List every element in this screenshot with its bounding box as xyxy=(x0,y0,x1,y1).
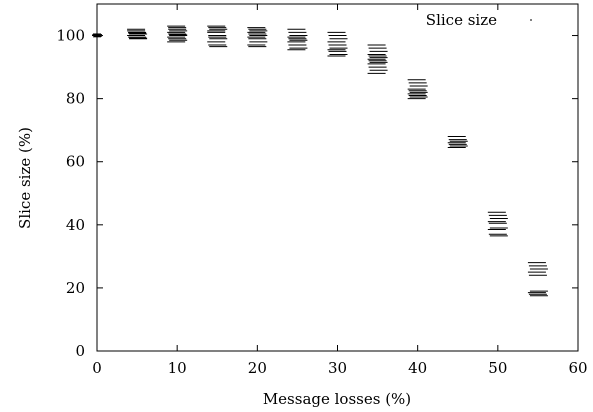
legend: Slice size xyxy=(426,11,532,29)
y-tick-label: 20 xyxy=(66,279,85,297)
x-tick-label: 60 xyxy=(568,359,587,377)
y-tick-label: 60 xyxy=(66,153,85,171)
x-tick-label: 0 xyxy=(92,359,102,377)
legend-entry-slice-size: Slice size xyxy=(426,11,497,29)
x-tick-label: 40 xyxy=(408,359,427,377)
y-tick-label: 40 xyxy=(66,216,85,234)
x-tick-label: 30 xyxy=(328,359,347,377)
y-axis-title: Slice size (%) xyxy=(16,127,34,229)
x-axis-title: Message losses (%) xyxy=(263,390,411,408)
x-tick-label: 10 xyxy=(168,359,187,377)
y-tick-label: 80 xyxy=(66,90,85,108)
x-tick-label: 50 xyxy=(488,359,507,377)
x-tick-label: 20 xyxy=(248,359,267,377)
data-marks xyxy=(92,25,548,297)
y-tick-label: 100 xyxy=(56,27,85,45)
axis-ticks: 0 10 20 30 40 50 60 0 20 40 60 80 100 xyxy=(56,4,588,377)
y-tick-label: 0 xyxy=(75,342,85,360)
